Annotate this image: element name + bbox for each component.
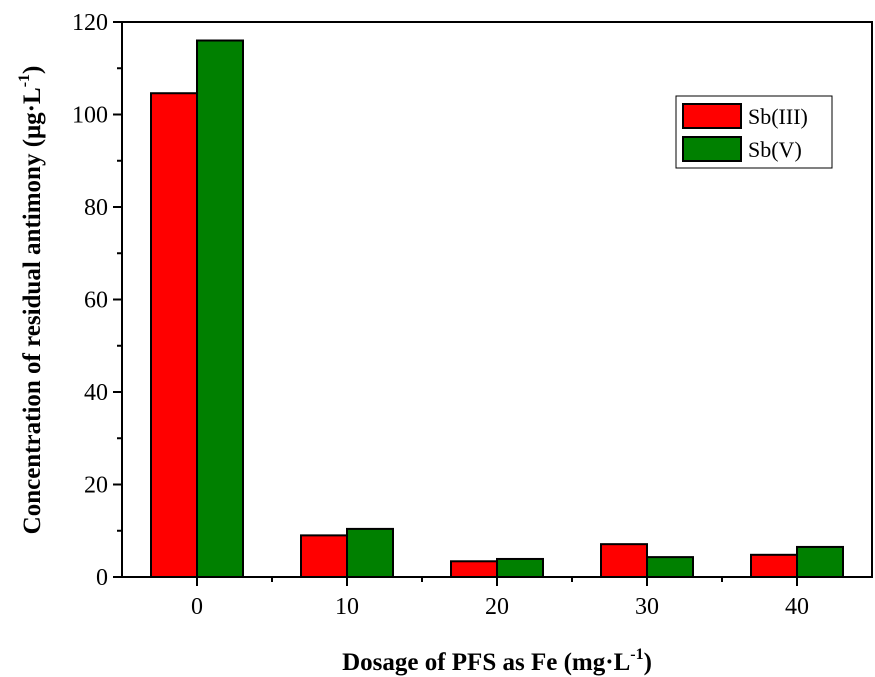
x-axis-ticks: 0 10 20 30 40 [191,577,809,620]
x-tick-label: 30 [635,594,659,620]
y-tick-label: 60 [84,288,108,314]
legend-label-sb-iii: Sb(III) [748,104,808,129]
bar-sb-iii-30 [600,543,648,578]
y-tick-label: 20 [84,473,108,499]
plot-frame [121,21,873,578]
y-tick-label: 0 [96,565,108,591]
x-tick-label: 40 [785,594,809,620]
bar-sb-v-30 [646,556,694,578]
bar-sb-v-10 [346,527,394,579]
x-axis-title: Dosage of PFS as Fe (mg·L-1) [342,646,652,676]
legend: Sb(III) Sb(V) [675,95,833,169]
y-axis-ticks: 0 20 40 60 80 100 120 [72,10,122,591]
bar-sb-iii-40 [750,553,798,578]
x-tick-label: 0 [191,594,203,620]
y-axis-title: Concentration of residual antimony (μg·L… [16,66,46,535]
x-tick-label: 20 [485,594,509,620]
bar-sb-iii-10 [300,534,348,578]
y-tick-label: 120 [72,10,108,36]
legend-swatch-sb-iii [682,103,742,129]
y-tick-label: 40 [84,380,108,406]
bar-sb-v-0 [196,39,244,578]
y-tick-label: 100 [72,103,108,129]
bar-sb-iii-20 [450,560,498,579]
bar-sb-v-40 [796,545,844,578]
plot-marks [150,39,844,579]
y-tick-label: 80 [84,195,108,221]
legend-swatch-sb-v [682,136,742,162]
legend-label-sb-v: Sb(V) [748,137,802,162]
bar-sb-iii-0 [150,92,198,578]
x-tick-label: 10 [335,594,359,620]
bar-sb-v-20 [496,557,544,579]
